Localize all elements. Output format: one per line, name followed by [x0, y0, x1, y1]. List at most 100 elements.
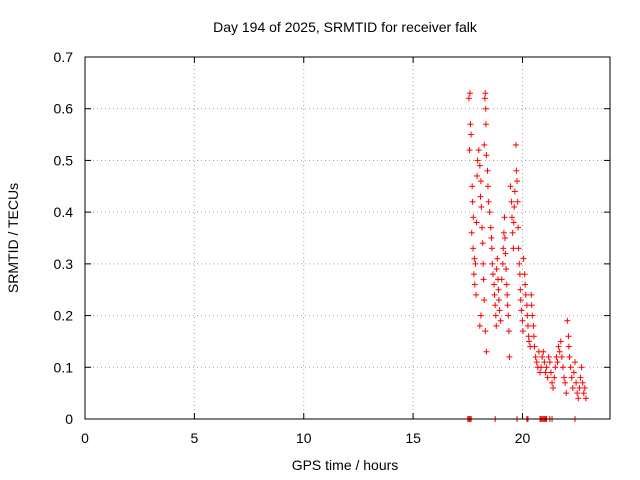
data-point	[489, 271, 496, 278]
data-point	[517, 286, 524, 293]
data-point	[582, 395, 589, 402]
data-point	[471, 281, 478, 288]
data-point	[565, 333, 572, 340]
data-point	[507, 183, 514, 190]
data-point	[546, 359, 553, 366]
data-point	[574, 390, 581, 397]
data-point	[506, 353, 513, 360]
data-point	[492, 312, 499, 319]
data-point	[565, 343, 572, 350]
data-point	[488, 245, 495, 252]
data-point	[567, 364, 574, 371]
data-point	[469, 183, 476, 190]
data-point	[476, 162, 483, 169]
data-point	[570, 369, 577, 376]
data-point	[541, 359, 548, 366]
data-point	[474, 172, 480, 179]
data-point	[503, 266, 510, 273]
data-point	[524, 312, 531, 319]
data-point	[514, 198, 521, 205]
data-point	[486, 209, 493, 216]
data-point	[511, 188, 518, 195]
data-point	[482, 105, 489, 112]
y-tick-label: 0.4	[54, 204, 74, 220]
data-point	[525, 333, 532, 340]
data-point	[471, 255, 478, 262]
data-point	[514, 178, 521, 185]
data-point	[500, 229, 507, 236]
data-point	[479, 240, 486, 247]
data-point	[573, 379, 580, 386]
data-point	[557, 338, 564, 345]
data-point	[547, 369, 554, 376]
data-point	[468, 229, 475, 236]
data-point	[581, 384, 588, 391]
data-point	[488, 235, 495, 241]
data-point	[526, 338, 533, 345]
data-point	[481, 95, 488, 102]
y-tick-label: 0.3	[54, 256, 74, 272]
data-point	[473, 291, 480, 298]
data-point	[559, 364, 566, 371]
data-point	[558, 353, 565, 360]
data-point	[551, 374, 558, 381]
data-point	[522, 291, 529, 298]
data-point	[528, 302, 535, 309]
data-point	[568, 374, 575, 381]
data-point	[553, 353, 560, 360]
data-point	[519, 328, 526, 335]
data-point	[497, 317, 504, 324]
data-point	[554, 359, 561, 366]
data-point	[577, 374, 584, 381]
data-point	[545, 353, 552, 360]
data-point	[509, 229, 516, 236]
data-point	[476, 322, 483, 329]
data-point	[543, 364, 550, 371]
data-point	[578, 364, 585, 371]
x-axis-label: GPS time / hours	[292, 457, 399, 473]
data-point	[501, 214, 508, 221]
data-point	[575, 395, 582, 402]
data-point	[529, 312, 536, 319]
data-point	[480, 276, 487, 283]
data-point	[561, 374, 568, 381]
data-point	[569, 384, 576, 391]
data-point	[505, 328, 512, 335]
data-point	[491, 291, 498, 298]
data-point	[517, 297, 524, 304]
data-point	[503, 281, 510, 288]
x-tick-label: 10	[296, 430, 312, 446]
data-point	[579, 379, 586, 386]
data-point	[478, 203, 485, 210]
data-point	[470, 271, 477, 278]
data-point	[542, 369, 549, 376]
y-tick-label: 0	[65, 411, 73, 427]
data-point	[533, 359, 540, 366]
data-point	[538, 364, 545, 371]
plot-frame	[84, 56, 611, 420]
data-point	[504, 302, 511, 309]
data-point	[521, 271, 528, 278]
data-point	[477, 178, 484, 185]
data-point	[494, 255, 501, 262]
x-tick-label: 5	[190, 430, 198, 446]
data-point	[524, 322, 531, 329]
data-point	[555, 343, 562, 350]
data-point	[491, 281, 498, 288]
data-point	[509, 214, 515, 221]
grid-layer	[85, 57, 610, 419]
data-point	[505, 312, 512, 319]
data-point	[539, 353, 546, 360]
data-point	[522, 281, 529, 288]
data-point	[500, 245, 507, 252]
data-point	[572, 359, 578, 366]
data-point	[515, 224, 522, 231]
data-point	[481, 141, 488, 148]
data-point	[531, 343, 538, 350]
data-point	[502, 235, 508, 241]
data-point	[512, 141, 519, 148]
data-point	[513, 167, 520, 174]
data-point	[465, 95, 472, 102]
data-point	[550, 384, 557, 391]
data-point	[532, 353, 539, 360]
